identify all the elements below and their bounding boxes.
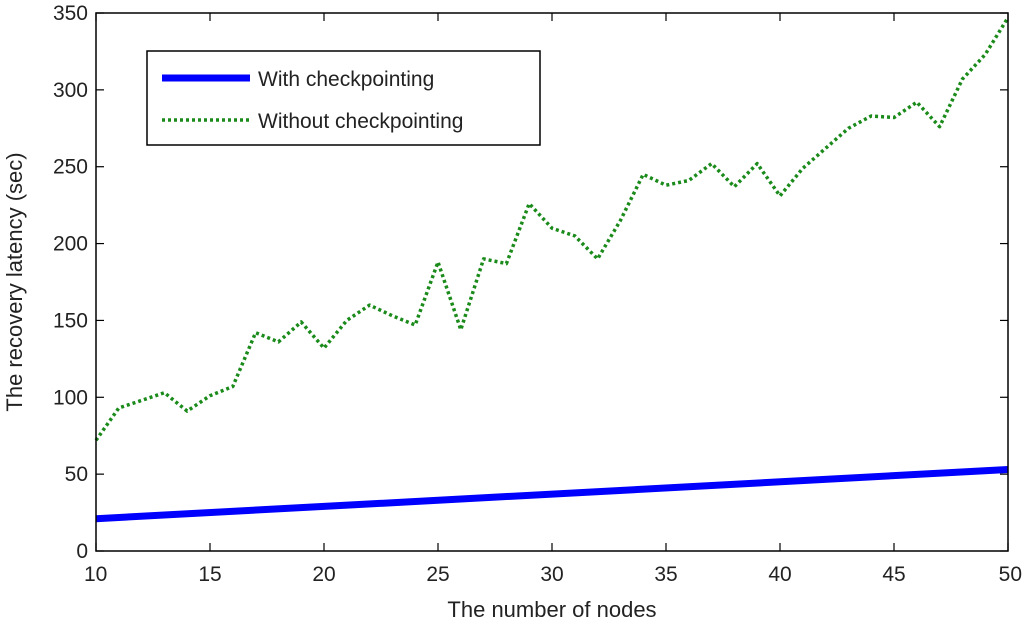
x-tick-label: 30 (540, 563, 563, 586)
y-tick-label: 100 (53, 386, 88, 409)
series-line-with-checkpointing (95, 466, 1009, 523)
y-tick-label: 250 (53, 156, 88, 179)
x-axis-label: The number of nodes (447, 597, 656, 622)
x-tick-label: 50 (999, 563, 1022, 586)
legend: With checkpointing Without checkpointing (146, 50, 541, 146)
x-tick-label: 10 (84, 563, 107, 586)
x-tick-label: 45 (882, 563, 905, 586)
x-tick-label: 20 (312, 563, 335, 586)
y-tick-label: 150 (53, 309, 88, 332)
tick-layer: 10 15 20 25 30 35 40 45 50 0 50 100 150 200 250 300 350 (53, 2, 1022, 586)
y-tick-label: 50 (65, 463, 88, 486)
x-tick-label: 35 (654, 563, 677, 586)
x-tick-label: 40 (768, 563, 791, 586)
y-tick-label: 350 (53, 2, 88, 25)
legend-label-without-checkpointing: Without checkpointing (258, 110, 463, 133)
y-axis-label: The recovery latency (sec) (2, 152, 27, 411)
x-tick-label: 15 (198, 563, 221, 586)
legend-label-with-checkpointing: With checkpointing (258, 68, 434, 91)
y-tick-label: 300 (53, 79, 88, 102)
y-tick-label: 200 (53, 233, 88, 256)
x-tick-label: 25 (426, 563, 449, 586)
legend-box (146, 50, 541, 146)
series-layer (94, 16, 1010, 523)
series-line-without-checkpointing (94, 16, 1010, 442)
y-tick-label: 0 (76, 540, 88, 563)
